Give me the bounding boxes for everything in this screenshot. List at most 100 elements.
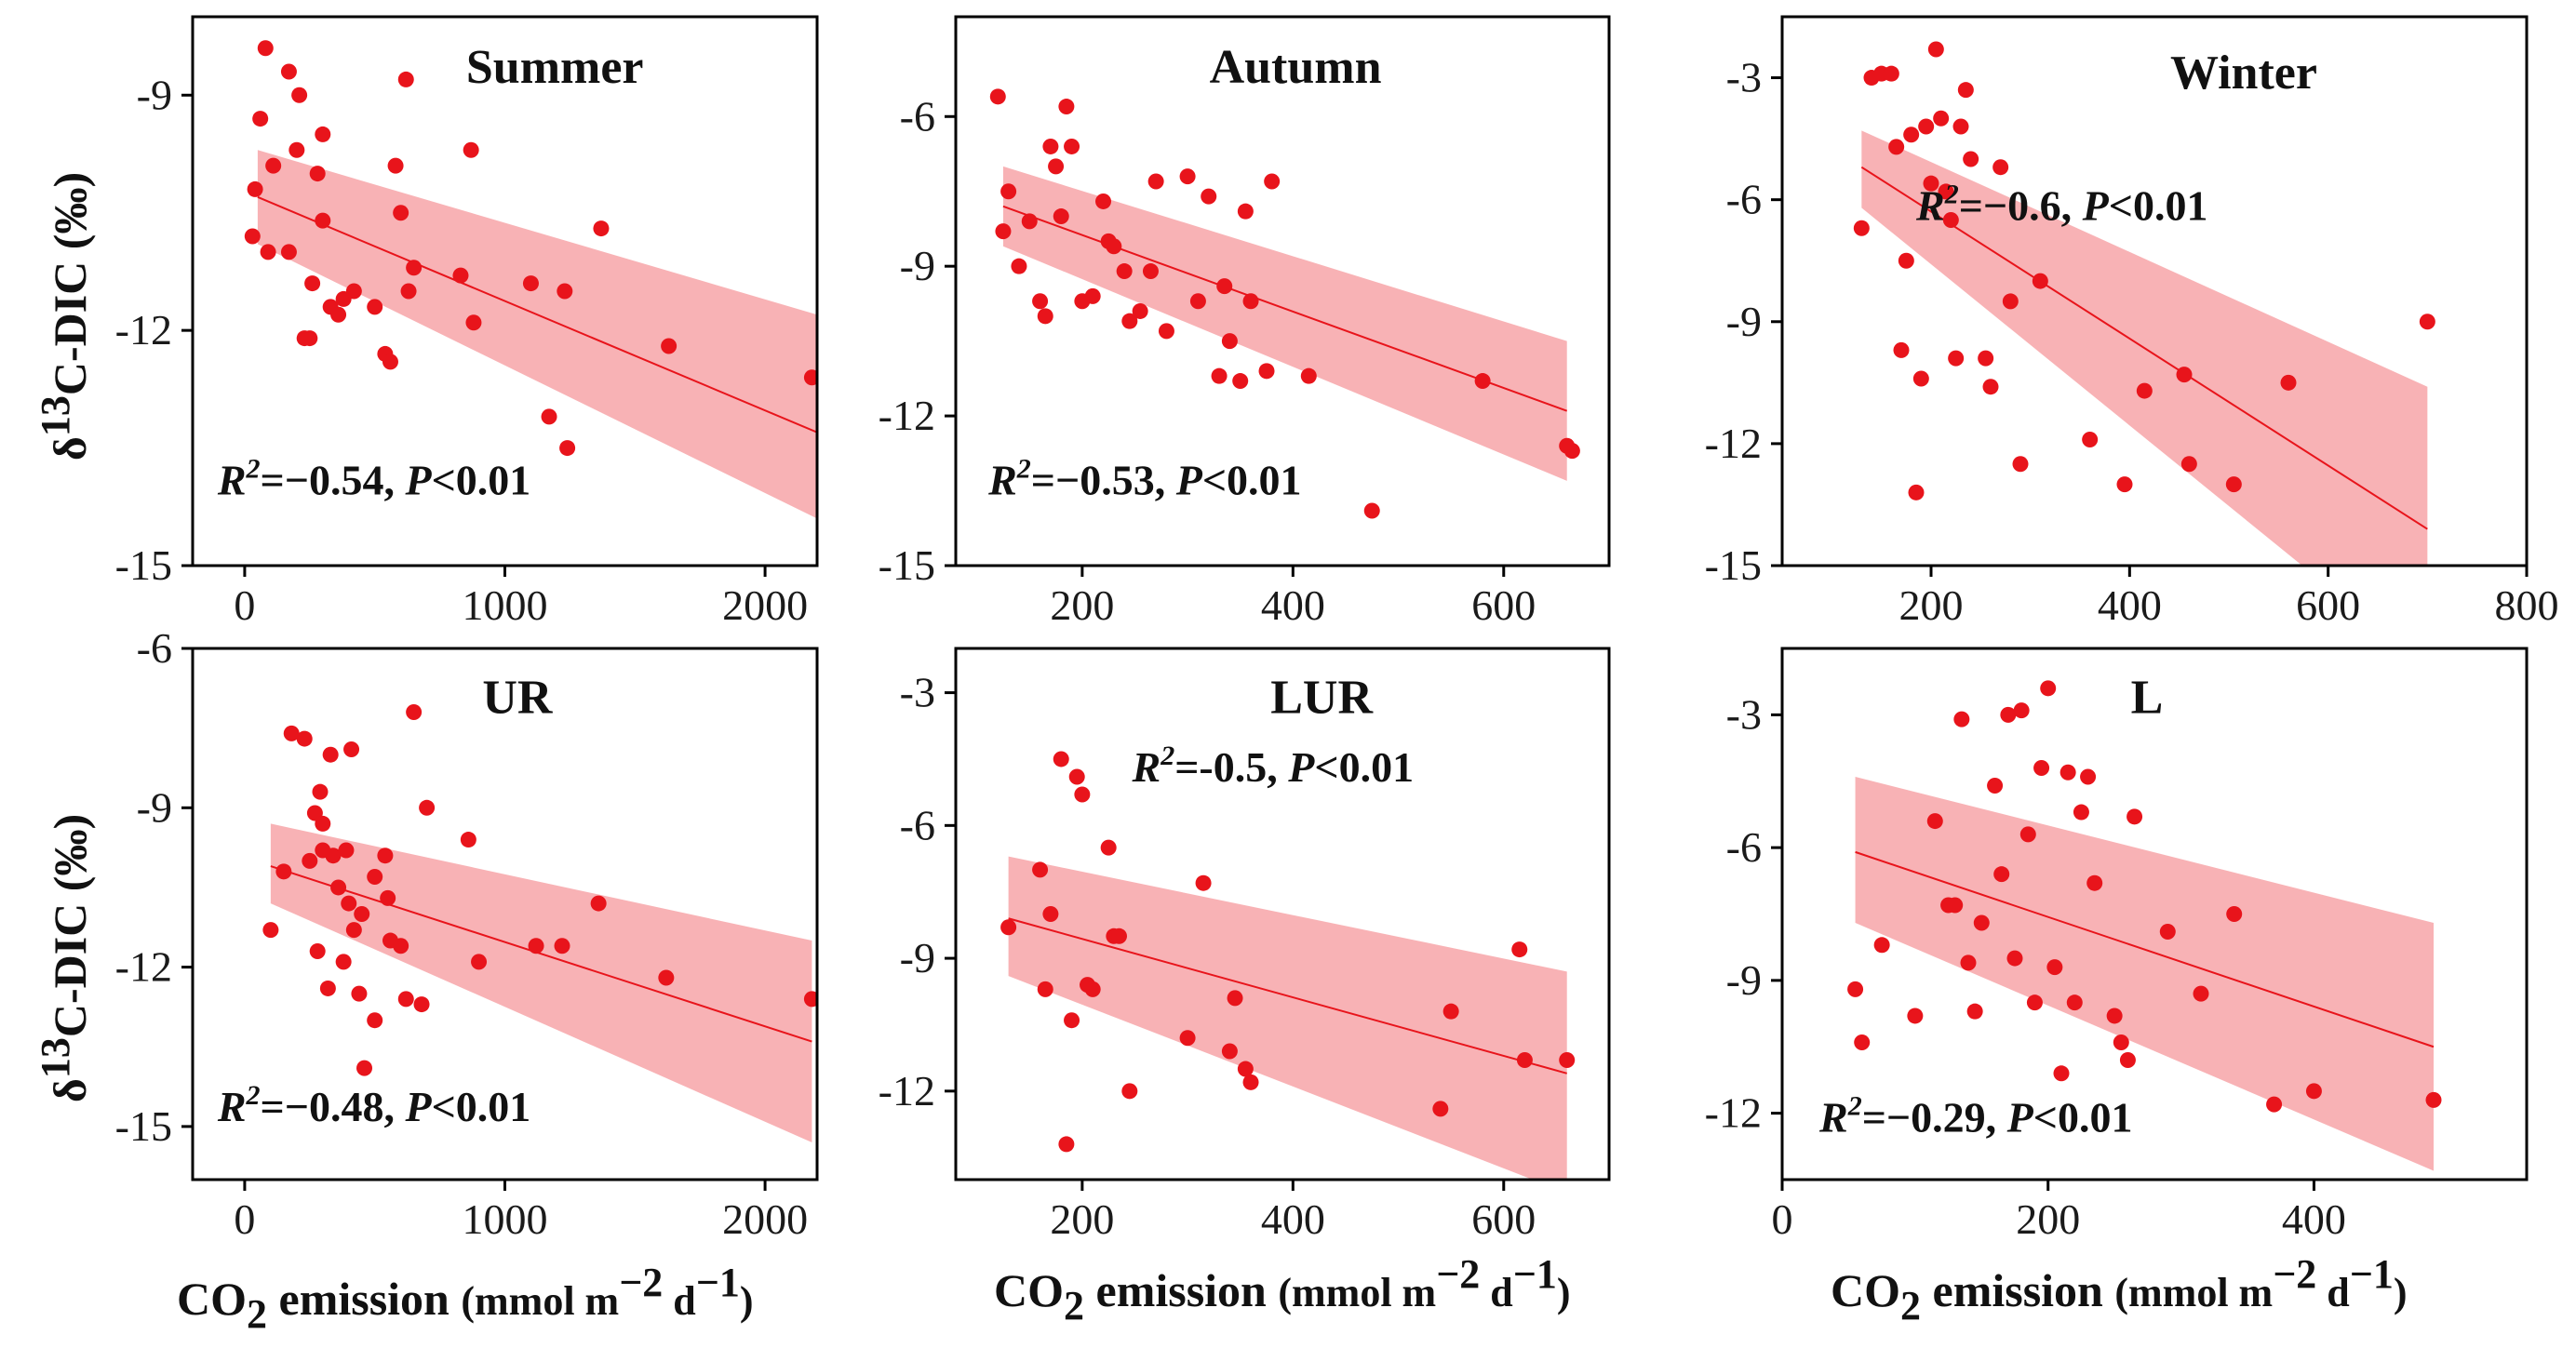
data-point	[260, 244, 276, 260]
data-point	[2425, 1091, 2442, 1108]
data-point	[345, 283, 362, 300]
data-point	[1953, 711, 1970, 727]
data-point	[1938, 183, 1954, 200]
y-tick-label: -3	[1726, 54, 1762, 101]
plot-area	[1000, 751, 1576, 1180]
data-point	[2066, 994, 2083, 1011]
data-point	[1511, 941, 1528, 958]
data-point	[288, 141, 305, 158]
data-point	[315, 126, 331, 142]
data-point	[590, 895, 607, 912]
data-point	[1084, 981, 1101, 997]
y-tick-label: -9	[900, 934, 935, 981]
y-tick-label: -9	[137, 783, 172, 831]
data-point	[1048, 158, 1065, 175]
x-tick-label: 1000	[463, 581, 548, 629]
x-tick-label: 600	[1471, 1195, 1536, 1243]
data-point	[2159, 924, 2176, 941]
confidence-band	[1008, 856, 1567, 1180]
data-point	[2305, 1083, 2322, 1100]
stat-annotation: R2=−0.53, P<0.01	[987, 453, 1301, 503]
data-point	[1918, 118, 1935, 135]
plot-frame	[1780, 15, 2529, 567]
data-point	[1195, 874, 1212, 891]
regression-line	[257, 195, 817, 434]
data-point	[367, 869, 383, 886]
x-tick-label: 400	[1261, 581, 1325, 629]
data-point	[1258, 363, 1275, 380]
data-point	[341, 895, 357, 912]
y-tick-label: -12	[879, 1067, 935, 1114]
data-point	[315, 815, 331, 832]
data-point	[1982, 379, 1999, 395]
data-point	[393, 205, 409, 221]
data-point	[2032, 273, 2048, 289]
data-point	[356, 1060, 373, 1076]
data-point	[557, 283, 573, 300]
data-point	[2419, 314, 2435, 330]
data-point	[2046, 959, 2063, 976]
data-point	[1095, 193, 1112, 209]
data-point	[1189, 293, 1206, 310]
data-point	[1926, 813, 1943, 830]
data-point	[1053, 208, 1069, 225]
data-point	[1942, 212, 1959, 229]
data-point	[1927, 41, 1944, 58]
stat-annotation: R2=−0.6, P<0.01	[1915, 179, 2207, 229]
data-point	[2026, 994, 2043, 1011]
data-point	[528, 938, 544, 954]
y-tick-label: -9	[1726, 298, 1762, 345]
panel-title: LUR	[1270, 671, 1374, 724]
data-point	[309, 942, 326, 959]
y-tick-label: -12	[879, 392, 935, 439]
data-point	[1042, 906, 1059, 922]
data-point	[1933, 110, 1950, 127]
data-point	[2073, 804, 2089, 821]
data-point	[354, 906, 370, 922]
panel-lur: -3 -6 -9 -12 200 400 600 LUR R2=-0.5, P<0.01	[879, 647, 1611, 1243]
panel-summer: -9 -12 -15 0 1000 2000 Summer R2=−0.54, P<0.01	[115, 15, 819, 629]
data-point	[1158, 323, 1174, 340]
data-point	[1854, 1034, 1871, 1050]
data-point	[1908, 484, 1925, 500]
plot-area	[989, 88, 1580, 519]
data-point	[1883, 65, 1899, 82]
data-point	[452, 267, 469, 284]
y-axis-label-top: δ13C-DIC (‰)	[33, 172, 96, 460]
data-point	[1957, 82, 1974, 99]
confidence-band	[1002, 166, 1567, 481]
data-point	[322, 746, 339, 763]
data-point	[262, 922, 279, 939]
data-point	[1227, 990, 1243, 1007]
data-point	[1053, 751, 1069, 767]
panel-title: L	[2131, 671, 2164, 724]
data-point	[2080, 768, 2097, 785]
data-point	[1893, 341, 1910, 358]
data-point	[1084, 287, 1101, 304]
regression-line	[1008, 917, 1567, 1074]
y-tick-label: -12	[115, 306, 172, 354]
data-point	[265, 157, 282, 174]
data-point	[393, 938, 409, 954]
data-point	[1873, 937, 1890, 954]
data-point	[1032, 293, 1049, 310]
data-point	[244, 228, 261, 245]
data-point	[1923, 175, 1939, 192]
y-tick-label: -3	[1726, 690, 1762, 738]
data-point	[803, 991, 817, 1008]
data-point	[1037, 981, 1053, 997]
y-tick-label: -9	[1726, 956, 1762, 1004]
y-tick-label: -9	[137, 71, 172, 118]
stat-annotation: R2=−0.48, P<0.01	[217, 1080, 530, 1130]
data-point	[2176, 367, 2193, 383]
panel-l: -3 -6 -9 -12 0 200 400 L R2=−0.29, P<0.01	[1705, 647, 2529, 1243]
data-point	[275, 863, 292, 880]
data-point	[2059, 764, 2076, 781]
data-point	[397, 71, 414, 87]
data-point	[2013, 702, 2030, 719]
data-point	[522, 275, 539, 292]
data-point	[554, 938, 570, 954]
data-point	[2136, 382, 2153, 399]
data-point	[1987, 778, 2004, 794]
